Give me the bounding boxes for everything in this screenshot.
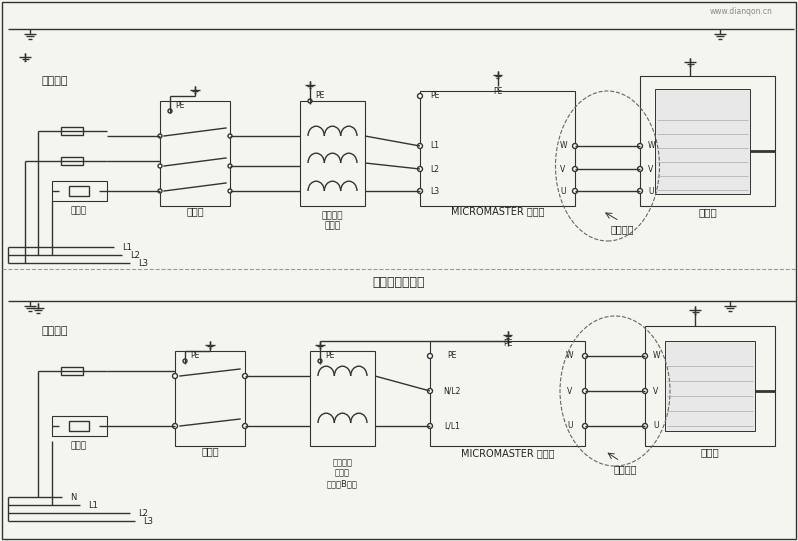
- Bar: [655, 89, 750, 194]
- Text: 典型的安装方法: 典型的安装方法: [373, 276, 425, 289]
- Circle shape: [572, 167, 578, 171]
- Text: 屏蔽电缆: 屏蔽电缆: [613, 464, 637, 474]
- Circle shape: [428, 424, 433, 428]
- Text: V: V: [567, 386, 573, 395]
- Text: www.dianqon.cn: www.dianqon.cn: [710, 6, 773, 16]
- Circle shape: [572, 143, 578, 148]
- Text: V: V: [560, 164, 566, 174]
- Circle shape: [428, 353, 433, 359]
- Circle shape: [642, 424, 647, 428]
- Circle shape: [572, 188, 578, 194]
- Bar: [61, 157, 83, 165]
- Text: V: V: [653, 386, 658, 395]
- Text: L2: L2: [138, 509, 148, 518]
- Circle shape: [228, 164, 232, 168]
- Circle shape: [583, 424, 587, 428]
- Bar: [420, 91, 575, 206]
- Text: 三相电源: 三相电源: [41, 76, 69, 86]
- Text: W: W: [567, 352, 574, 360]
- Text: 电动机: 电动机: [701, 447, 719, 457]
- Circle shape: [183, 359, 187, 363]
- Text: N/L2: N/L2: [444, 386, 460, 395]
- Circle shape: [583, 388, 587, 393]
- Text: 接触器: 接触器: [201, 446, 219, 456]
- Text: U: U: [653, 421, 658, 431]
- Text: W: W: [653, 352, 661, 360]
- Text: 电动机: 电动机: [698, 207, 717, 217]
- Bar: [61, 127, 83, 135]
- Bar: [175, 351, 245, 446]
- Text: W: W: [559, 142, 567, 150]
- Circle shape: [417, 143, 422, 148]
- Text: L/L1: L/L1: [444, 421, 460, 431]
- Bar: [430, 341, 585, 446]
- Circle shape: [243, 373, 247, 379]
- Text: PE: PE: [430, 91, 440, 101]
- Circle shape: [172, 373, 177, 379]
- Circle shape: [228, 189, 232, 193]
- Circle shape: [417, 188, 422, 194]
- Text: L2: L2: [130, 250, 140, 260]
- Bar: [300, 101, 365, 206]
- Circle shape: [228, 134, 232, 138]
- Bar: [69, 421, 89, 431]
- Text: MICROMASTER 变频器: MICROMASTER 变频器: [460, 448, 555, 458]
- Circle shape: [158, 189, 162, 193]
- Text: 接触器: 接触器: [186, 206, 203, 216]
- Text: L3: L3: [430, 187, 440, 195]
- Bar: [69, 186, 89, 196]
- Circle shape: [583, 353, 587, 359]
- Text: 可选件，
滤波器
（只限B级）: 可选件， 滤波器 （只限B级）: [327, 458, 358, 488]
- Bar: [310, 351, 375, 446]
- Circle shape: [638, 167, 642, 171]
- Text: PE: PE: [503, 340, 512, 348]
- Text: L1: L1: [430, 142, 440, 150]
- Circle shape: [168, 109, 172, 113]
- Text: L1: L1: [88, 500, 98, 510]
- Circle shape: [642, 353, 647, 359]
- Text: L1: L1: [122, 242, 132, 252]
- Text: PE: PE: [315, 91, 325, 101]
- Text: L3: L3: [138, 259, 148, 267]
- Circle shape: [243, 424, 247, 428]
- Circle shape: [172, 424, 177, 428]
- Text: PE: PE: [448, 352, 456, 360]
- Circle shape: [417, 167, 422, 171]
- Text: U: U: [567, 421, 573, 431]
- Text: PE: PE: [190, 352, 200, 360]
- Text: 熔断器: 熔断器: [71, 207, 87, 215]
- Text: L2: L2: [430, 164, 440, 174]
- Text: PE: PE: [176, 102, 184, 110]
- Circle shape: [158, 134, 162, 138]
- Bar: [52, 181, 107, 201]
- Circle shape: [318, 359, 322, 363]
- Text: 熔断器: 熔断器: [71, 441, 87, 451]
- Bar: [665, 341, 755, 431]
- Circle shape: [638, 188, 642, 194]
- Text: U: U: [560, 187, 566, 195]
- Circle shape: [158, 164, 162, 168]
- Circle shape: [642, 388, 647, 393]
- Circle shape: [428, 388, 433, 393]
- Circle shape: [417, 94, 422, 98]
- Bar: [160, 101, 230, 206]
- Text: L3: L3: [143, 517, 153, 525]
- Bar: [61, 367, 83, 375]
- Text: 可选件，
滤波器: 可选件， 滤波器: [322, 212, 343, 230]
- Bar: [640, 76, 775, 206]
- Text: 屏蔽电缆: 屏蔽电缆: [610, 224, 634, 234]
- Text: V: V: [648, 164, 654, 174]
- Bar: [52, 416, 107, 436]
- Circle shape: [308, 99, 312, 103]
- Text: N: N: [70, 492, 77, 502]
- Text: U: U: [648, 187, 654, 195]
- Text: 单相电源: 单相电源: [41, 326, 69, 336]
- Circle shape: [638, 143, 642, 148]
- Text: PE: PE: [326, 352, 334, 360]
- Bar: [645, 326, 775, 446]
- Text: PE: PE: [493, 87, 502, 96]
- Text: MICROMASTER 变频器: MICROMASTER 变频器: [451, 206, 544, 216]
- Text: W: W: [648, 142, 655, 150]
